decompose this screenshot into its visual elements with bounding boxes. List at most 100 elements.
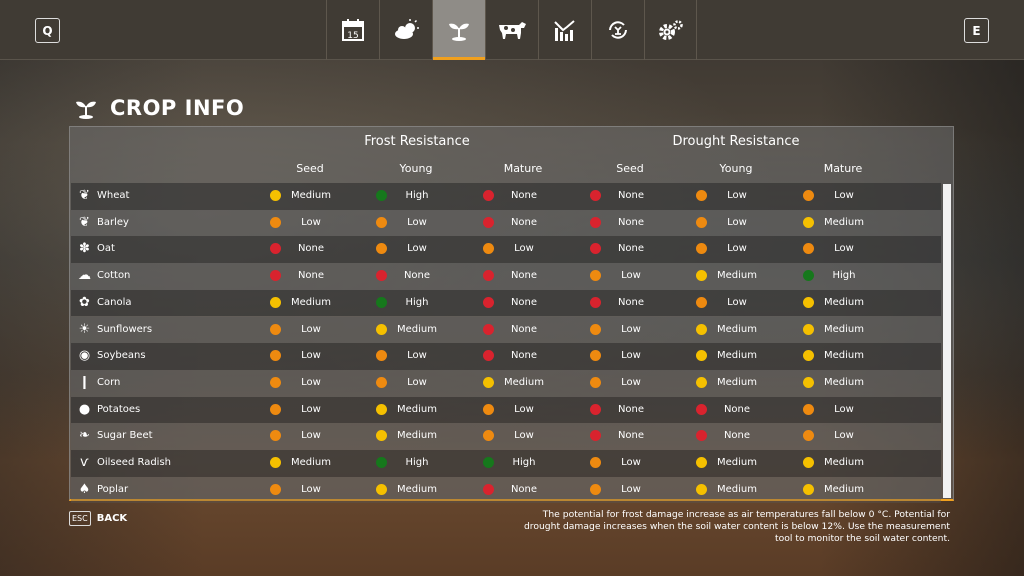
level-indicator-dot xyxy=(483,216,494,228)
level-value: None xyxy=(617,216,645,228)
level-value: None xyxy=(510,216,538,228)
tab-statistics[interactable] xyxy=(538,0,591,60)
tab-weather[interactable] xyxy=(379,0,432,60)
level-value: None xyxy=(510,350,538,362)
level-indicator-dot xyxy=(376,350,387,362)
level-value: None xyxy=(617,190,645,201)
tab-settings[interactable] xyxy=(644,0,697,60)
level-value: Low xyxy=(514,430,534,442)
table-row: ❧ Sugar Beet Low Medium Low None None Low xyxy=(71,423,941,450)
crop-name: Sugar Beet xyxy=(97,430,153,442)
level-value: Low xyxy=(621,483,641,495)
level-indicator-dot xyxy=(696,376,707,388)
level-value: Low xyxy=(301,403,321,415)
level-value: Low xyxy=(301,430,321,442)
poplar-icon: ♠ xyxy=(78,481,91,497)
sugar-beet-icon: ❧ xyxy=(79,428,90,444)
prev-page-key-button[interactable]: Q xyxy=(35,18,60,43)
level-value: Medium xyxy=(824,296,864,308)
crop-icon xyxy=(76,101,96,119)
level-indicator-dot xyxy=(696,243,707,255)
tab-crop-info[interactable] xyxy=(432,0,485,60)
table-row: ❦ Barley Low Low None None Low Medium xyxy=(71,209,941,237)
level-indicator-dot xyxy=(376,323,387,335)
level-indicator-dot xyxy=(270,350,281,362)
level-indicator-dot xyxy=(483,190,494,201)
crop-info-table: Frost Resistance Drought Resistance Seed… xyxy=(69,126,954,504)
level-value: Medium xyxy=(717,270,757,282)
esc-key-icon: ESC xyxy=(69,511,91,526)
level-indicator-dot xyxy=(696,216,707,228)
table-row: ☁ Cotton None None None Low Medium High xyxy=(71,263,941,290)
level-indicator-dot xyxy=(803,376,814,388)
level-value: None xyxy=(723,403,751,415)
back-button[interactable]: ESC BACK xyxy=(69,511,127,526)
level-value: Low xyxy=(834,190,854,201)
level-value: Low xyxy=(727,190,747,201)
table-row: ❙ Corn Low Low Medium Low Medium Medium xyxy=(71,369,941,397)
level-value: Low xyxy=(727,243,747,255)
level-value: Medium xyxy=(824,323,864,335)
level-value: High xyxy=(405,457,429,468)
level-indicator-dot xyxy=(483,430,494,442)
level-indicator-dot xyxy=(483,323,494,335)
table-row: ✿ Canola Medium High None None Low Medium xyxy=(71,289,941,317)
level-value: Low xyxy=(621,323,641,335)
level-indicator-dot xyxy=(376,243,387,255)
level-value: Low xyxy=(621,270,641,282)
level-value: None xyxy=(617,296,645,308)
potatoes-icon: ● xyxy=(78,401,91,417)
crop-name: Oat xyxy=(97,243,115,255)
calendar-icon: 15 xyxy=(342,19,364,41)
back-label: BACK xyxy=(96,513,128,524)
level-indicator-dot xyxy=(696,483,707,495)
level-indicator-dot xyxy=(696,430,707,442)
level-indicator-dot xyxy=(483,243,494,255)
tab-animals[interactable] xyxy=(485,0,538,60)
corn-icon: ❙ xyxy=(79,374,90,390)
level-indicator-dot xyxy=(376,403,387,415)
table-row: ◉ Soybeans Low Low None Low Medium Medium xyxy=(71,343,941,370)
level-indicator-dot xyxy=(696,457,707,468)
level-value: Medium xyxy=(291,457,331,468)
level-indicator-dot xyxy=(696,323,707,335)
level-value: Medium xyxy=(824,350,864,362)
level-indicator-dot xyxy=(376,270,387,282)
tab-calendar[interactable]: 15 xyxy=(326,0,379,60)
level-value: None xyxy=(403,270,431,282)
level-value: Medium xyxy=(824,216,864,228)
level-value: Medium xyxy=(717,350,757,362)
level-value: High xyxy=(832,270,856,282)
level-value: Low xyxy=(301,483,321,495)
production-cycle-icon xyxy=(609,21,627,39)
level-value: Low xyxy=(407,243,427,255)
next-page-key-button[interactable]: E xyxy=(964,18,989,43)
table-row: ѵ Oilseed Radish Medium High High Low Medium Me… xyxy=(71,450,941,477)
level-indicator-dot xyxy=(483,457,494,468)
level-indicator-dot xyxy=(803,457,814,468)
level-indicator-dot xyxy=(590,323,601,335)
level-indicator-dot xyxy=(590,457,601,468)
tab-production-cycle[interactable] xyxy=(591,0,644,60)
column-header-young: Young xyxy=(719,162,753,175)
level-indicator-dot xyxy=(803,216,814,228)
level-indicator-dot xyxy=(590,483,601,495)
level-indicator-dot xyxy=(590,243,601,255)
level-value: High xyxy=(405,296,429,308)
level-indicator-dot xyxy=(376,296,387,308)
soybeans-icon: ◉ xyxy=(78,348,91,364)
scrollbar[interactable] xyxy=(943,184,951,498)
level-value: None xyxy=(510,190,538,201)
level-value: Low xyxy=(727,216,747,228)
level-value: Low xyxy=(301,216,321,228)
level-indicator-dot xyxy=(803,270,814,282)
level-indicator-dot xyxy=(483,483,494,495)
level-value: None xyxy=(510,296,538,308)
level-indicator-dot xyxy=(483,350,494,362)
group-header-frost: Frost Resistance xyxy=(364,134,470,149)
page-title: CROP INFO xyxy=(110,96,245,120)
level-indicator-dot xyxy=(270,483,281,495)
level-indicator-dot xyxy=(590,216,601,228)
level-value: Low xyxy=(621,457,641,468)
top-menu-bar: Q 15 E xyxy=(0,0,1024,60)
